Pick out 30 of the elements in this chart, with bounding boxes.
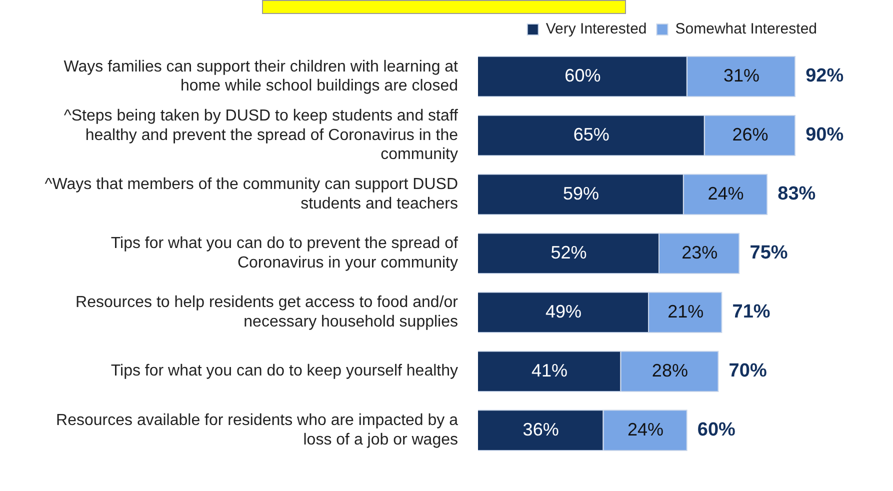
data-label: 49% <box>545 301 582 322</box>
data-label: 24% <box>708 183 744 204</box>
total-label: 75% <box>750 242 788 264</box>
legend-label: Somewhat Interested <box>675 20 818 38</box>
data-label: 60% <box>564 65 601 86</box>
data-label: 59% <box>562 183 599 204</box>
total-label: 60% <box>697 420 736 441</box>
data-label: 21% <box>668 301 704 322</box>
data-label: 28% <box>652 360 688 380</box>
total-label: 83% <box>778 184 816 205</box>
y-tick-label: ^Ways that members of the community can support DUSD students and teachers <box>44 176 458 212</box>
data-label: 31% <box>723 65 760 86</box>
total-label: 70% <box>728 360 767 382</box>
y-tick-label: Tips for what you can do to keep yourself healthy <box>110 362 458 380</box>
data-label: 36% <box>522 419 559 440</box>
legend-label: Very Interested <box>546 20 647 38</box>
data-label: 65% <box>573 124 610 144</box>
total-label: 90% <box>806 124 844 146</box>
data-label: 41% <box>532 360 568 380</box>
y-tick-label: ^Steps being taken by DUSD to keep students and staff healthy and prevent the spread of Coronavirus in the community <box>64 108 459 164</box>
total-label: 71% <box>732 302 770 323</box>
y-tick-label: Tips for what you can do to prevent the spread of Coronavirus in your community <box>110 235 459 272</box>
total-label: 92% <box>806 66 844 87</box>
data-label: 52% <box>550 242 587 262</box>
data-label: 24% <box>628 419 664 440</box>
y-tick-label: Ways families can support their children with learning at home while school buildings are closed <box>64 58 459 94</box>
data-label: 26% <box>732 124 768 144</box>
y-tick-label: Resources to help residents get access to food and/or necessary household supplies <box>76 294 459 330</box>
y-tick-label: Resources available for residents who are impacted by a loss of a job or wages <box>56 412 458 448</box>
data-label: 23% <box>682 242 718 262</box>
